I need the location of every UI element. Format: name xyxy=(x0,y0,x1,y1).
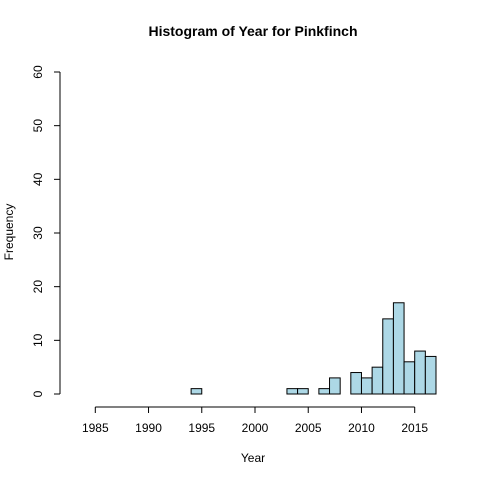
histogram-bar xyxy=(297,388,309,395)
x-axis-title: Year xyxy=(241,451,265,465)
x-tick-label: 2005 xyxy=(295,421,322,435)
bars-group xyxy=(190,302,437,395)
y-axis: 0 10 20 30 40 50 60 xyxy=(31,65,61,397)
y-tick-label: 40 xyxy=(31,172,45,186)
histogram-bar xyxy=(318,388,331,395)
histogram-bar xyxy=(382,318,394,395)
x-tick-label: 1990 xyxy=(135,421,162,435)
histogram-bar xyxy=(371,366,384,395)
x-tick-label: 2015 xyxy=(401,421,428,435)
histogram-bar xyxy=(190,388,203,395)
histogram-bar xyxy=(360,377,373,395)
y-tick-label: 0 xyxy=(31,390,45,397)
histogram-bar xyxy=(329,377,341,395)
x-tick-label: 2000 xyxy=(242,421,269,435)
x-tick-label: 2010 xyxy=(348,421,375,435)
histogram-bar xyxy=(350,372,362,395)
histogram-bar xyxy=(403,361,416,395)
chart-title: Histogram of Year for Pinkfinch xyxy=(148,23,357,39)
histogram-bar xyxy=(286,388,299,395)
y-tick-label: 50 xyxy=(31,119,45,133)
x-axis: 1985 1990 1995 2000 2005 2010 2015 xyxy=(82,406,428,435)
histogram-bar xyxy=(414,350,426,395)
y-tick-label: 10 xyxy=(31,333,45,347)
x-tick-label: 1985 xyxy=(82,421,109,435)
histogram-bar xyxy=(392,302,405,395)
y-axis-title: Frequency xyxy=(2,204,16,261)
y-tick-label: 20 xyxy=(31,280,45,294)
histogram-bar xyxy=(424,355,437,395)
x-tick-label: 1995 xyxy=(188,421,215,435)
y-tick-label: 30 xyxy=(31,226,45,240)
y-tick-label: 60 xyxy=(31,65,45,79)
